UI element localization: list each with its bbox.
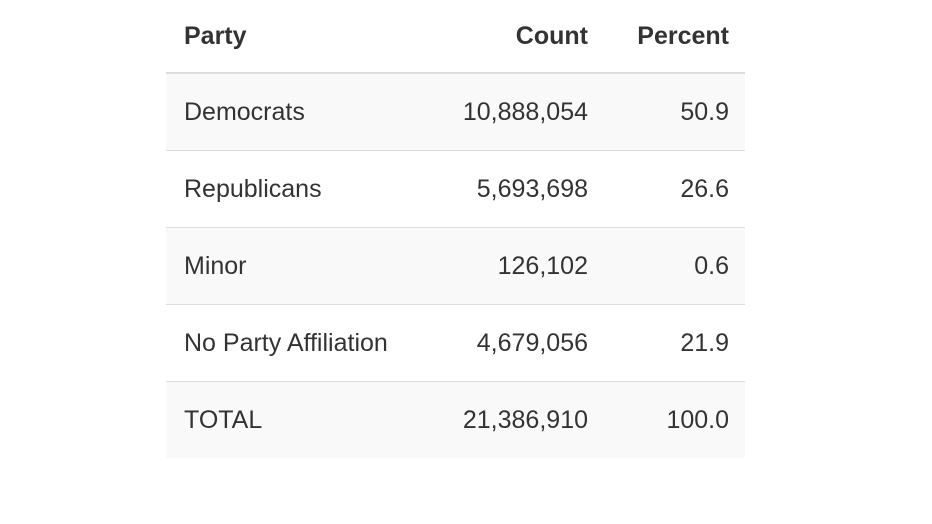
party-cell: No Party Affiliation	[166, 304, 438, 382]
party-registration-table: Party Count Percent Democrats 10,888,054…	[166, 0, 745, 458]
percent-cell: 21.9	[604, 304, 745, 382]
total-row: TOTAL 21,386,910 100.0	[166, 381, 745, 458]
percent-column-header: Percent	[604, 0, 745, 74]
count-cell: 5,693,698	[438, 150, 604, 228]
table-row: No Party Affiliation 4,679,056 21.9	[166, 304, 745, 382]
party-column-header: Party	[166, 0, 438, 74]
party-cell: Republicans	[166, 150, 438, 228]
table-row: Republicans 5,693,698 26.6	[166, 150, 745, 228]
table-row: Minor 126,102 0.6	[166, 227, 745, 305]
table-header: Party Count Percent	[166, 0, 745, 74]
party-cell: TOTAL	[166, 381, 438, 458]
count-cell: 126,102	[438, 227, 604, 305]
party-cell: Minor	[166, 227, 438, 305]
count-cell: 4,679,056	[438, 304, 604, 382]
count-cell: 21,386,910	[438, 381, 604, 458]
party-cell: Democrats	[166, 73, 438, 151]
percent-cell: 50.9	[604, 73, 745, 151]
header-row: Party Count Percent	[166, 0, 745, 74]
percent-cell: 0.6	[604, 227, 745, 305]
percent-cell: 26.6	[604, 150, 745, 228]
count-cell: 10,888,054	[438, 73, 604, 151]
percent-cell: 100.0	[604, 381, 745, 458]
table-row: Democrats 10,888,054 50.9	[166, 73, 745, 151]
count-column-header: Count	[438, 0, 604, 74]
table-body: Democrats 10,888,054 50.9 Republicans 5,…	[166, 73, 745, 458]
